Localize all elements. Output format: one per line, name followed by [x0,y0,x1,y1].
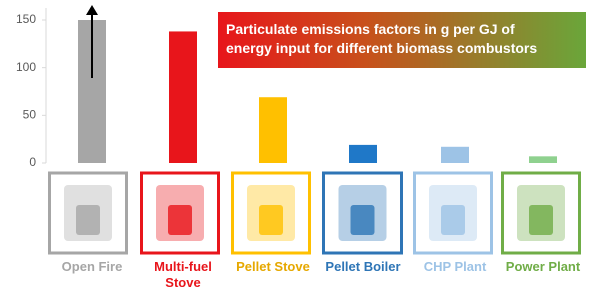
x-tick-label: Open Fire [46,259,138,275]
x-tick-label: CHP Plant [409,259,501,275]
arrow-head [86,5,98,15]
icon [76,205,100,235]
icon [351,205,375,235]
icon [529,205,553,235]
y-tick-label: 100 [16,60,36,74]
bar [259,97,287,163]
x-tick-label: Pellet Boiler [317,259,409,275]
y-tick-label: 0 [29,155,36,169]
chart-title: Particulate emissions factors in g per G… [218,12,586,68]
icon [259,205,283,235]
bar [349,145,377,163]
y-tick-label: 150 [16,12,36,26]
x-tick-label: Multi-fuel Stove [137,259,229,291]
title-line: energy input for different biomass combu… [226,39,586,58]
page: 0 50 100 150 Particulate emissions factors … [0,0,592,299]
y-tick-label: 50 [23,108,37,122]
title-line: Particulate emissions factors in g per G… [226,20,586,39]
bar [529,156,557,163]
icon [441,205,465,235]
bar [169,31,197,163]
icon [168,205,192,235]
x-tick-label: Pellet Stove [227,259,319,275]
bar [441,147,469,163]
x-tick-label: Power Plant [497,259,589,275]
